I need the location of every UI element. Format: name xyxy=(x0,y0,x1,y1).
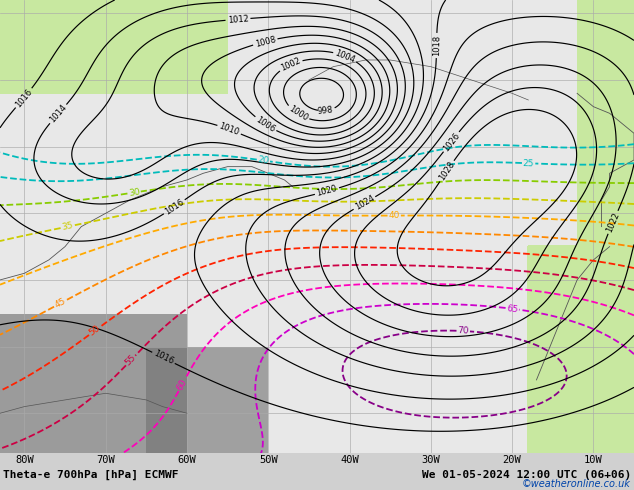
Text: 1002: 1002 xyxy=(279,56,302,73)
Text: ©weatheronline.co.uk: ©weatheronline.co.uk xyxy=(522,479,631,489)
Text: 1016: 1016 xyxy=(152,349,175,367)
Text: 45: 45 xyxy=(53,297,67,310)
Text: 998: 998 xyxy=(317,105,333,116)
Text: 60W: 60W xyxy=(178,455,197,465)
Text: 1014: 1014 xyxy=(48,103,68,125)
Text: 1012: 1012 xyxy=(227,14,249,24)
Text: 35: 35 xyxy=(61,221,74,232)
Text: 20W: 20W xyxy=(503,455,521,465)
Text: 1006: 1006 xyxy=(254,115,277,134)
Text: 1008: 1008 xyxy=(254,35,276,49)
Text: 40W: 40W xyxy=(340,455,359,465)
Text: 25: 25 xyxy=(523,159,534,168)
Text: 1000: 1000 xyxy=(287,104,309,123)
Text: 30W: 30W xyxy=(422,455,440,465)
Text: 1016: 1016 xyxy=(163,197,186,217)
Text: 70W: 70W xyxy=(96,455,115,465)
Text: 1022: 1022 xyxy=(605,211,621,234)
Text: 65: 65 xyxy=(506,304,519,314)
Text: 50W: 50W xyxy=(259,455,278,465)
Text: We 01-05-2024 12:00 UTC (06+06): We 01-05-2024 12:00 UTC (06+06) xyxy=(422,469,631,480)
Text: 40: 40 xyxy=(389,211,400,220)
Text: 10W: 10W xyxy=(584,455,603,465)
Text: 1026: 1026 xyxy=(441,131,462,153)
Text: 20: 20 xyxy=(257,155,269,166)
Text: 50: 50 xyxy=(87,324,102,338)
Text: 1004: 1004 xyxy=(333,48,356,64)
Text: 1028: 1028 xyxy=(437,160,456,182)
Text: 1018: 1018 xyxy=(432,35,441,56)
Text: Theta-e 700hPa [hPa] ECMWF: Theta-e 700hPa [hPa] ECMWF xyxy=(3,469,179,480)
Text: 70: 70 xyxy=(457,326,469,336)
Text: 55: 55 xyxy=(124,353,138,368)
Text: 80W: 80W xyxy=(15,455,34,465)
Text: 30: 30 xyxy=(127,187,141,198)
Text: 60: 60 xyxy=(175,378,188,392)
Text: 1010: 1010 xyxy=(217,122,240,137)
Text: 1024: 1024 xyxy=(353,194,376,212)
Text: 1020: 1020 xyxy=(316,184,339,198)
Text: 1016: 1016 xyxy=(13,87,34,109)
